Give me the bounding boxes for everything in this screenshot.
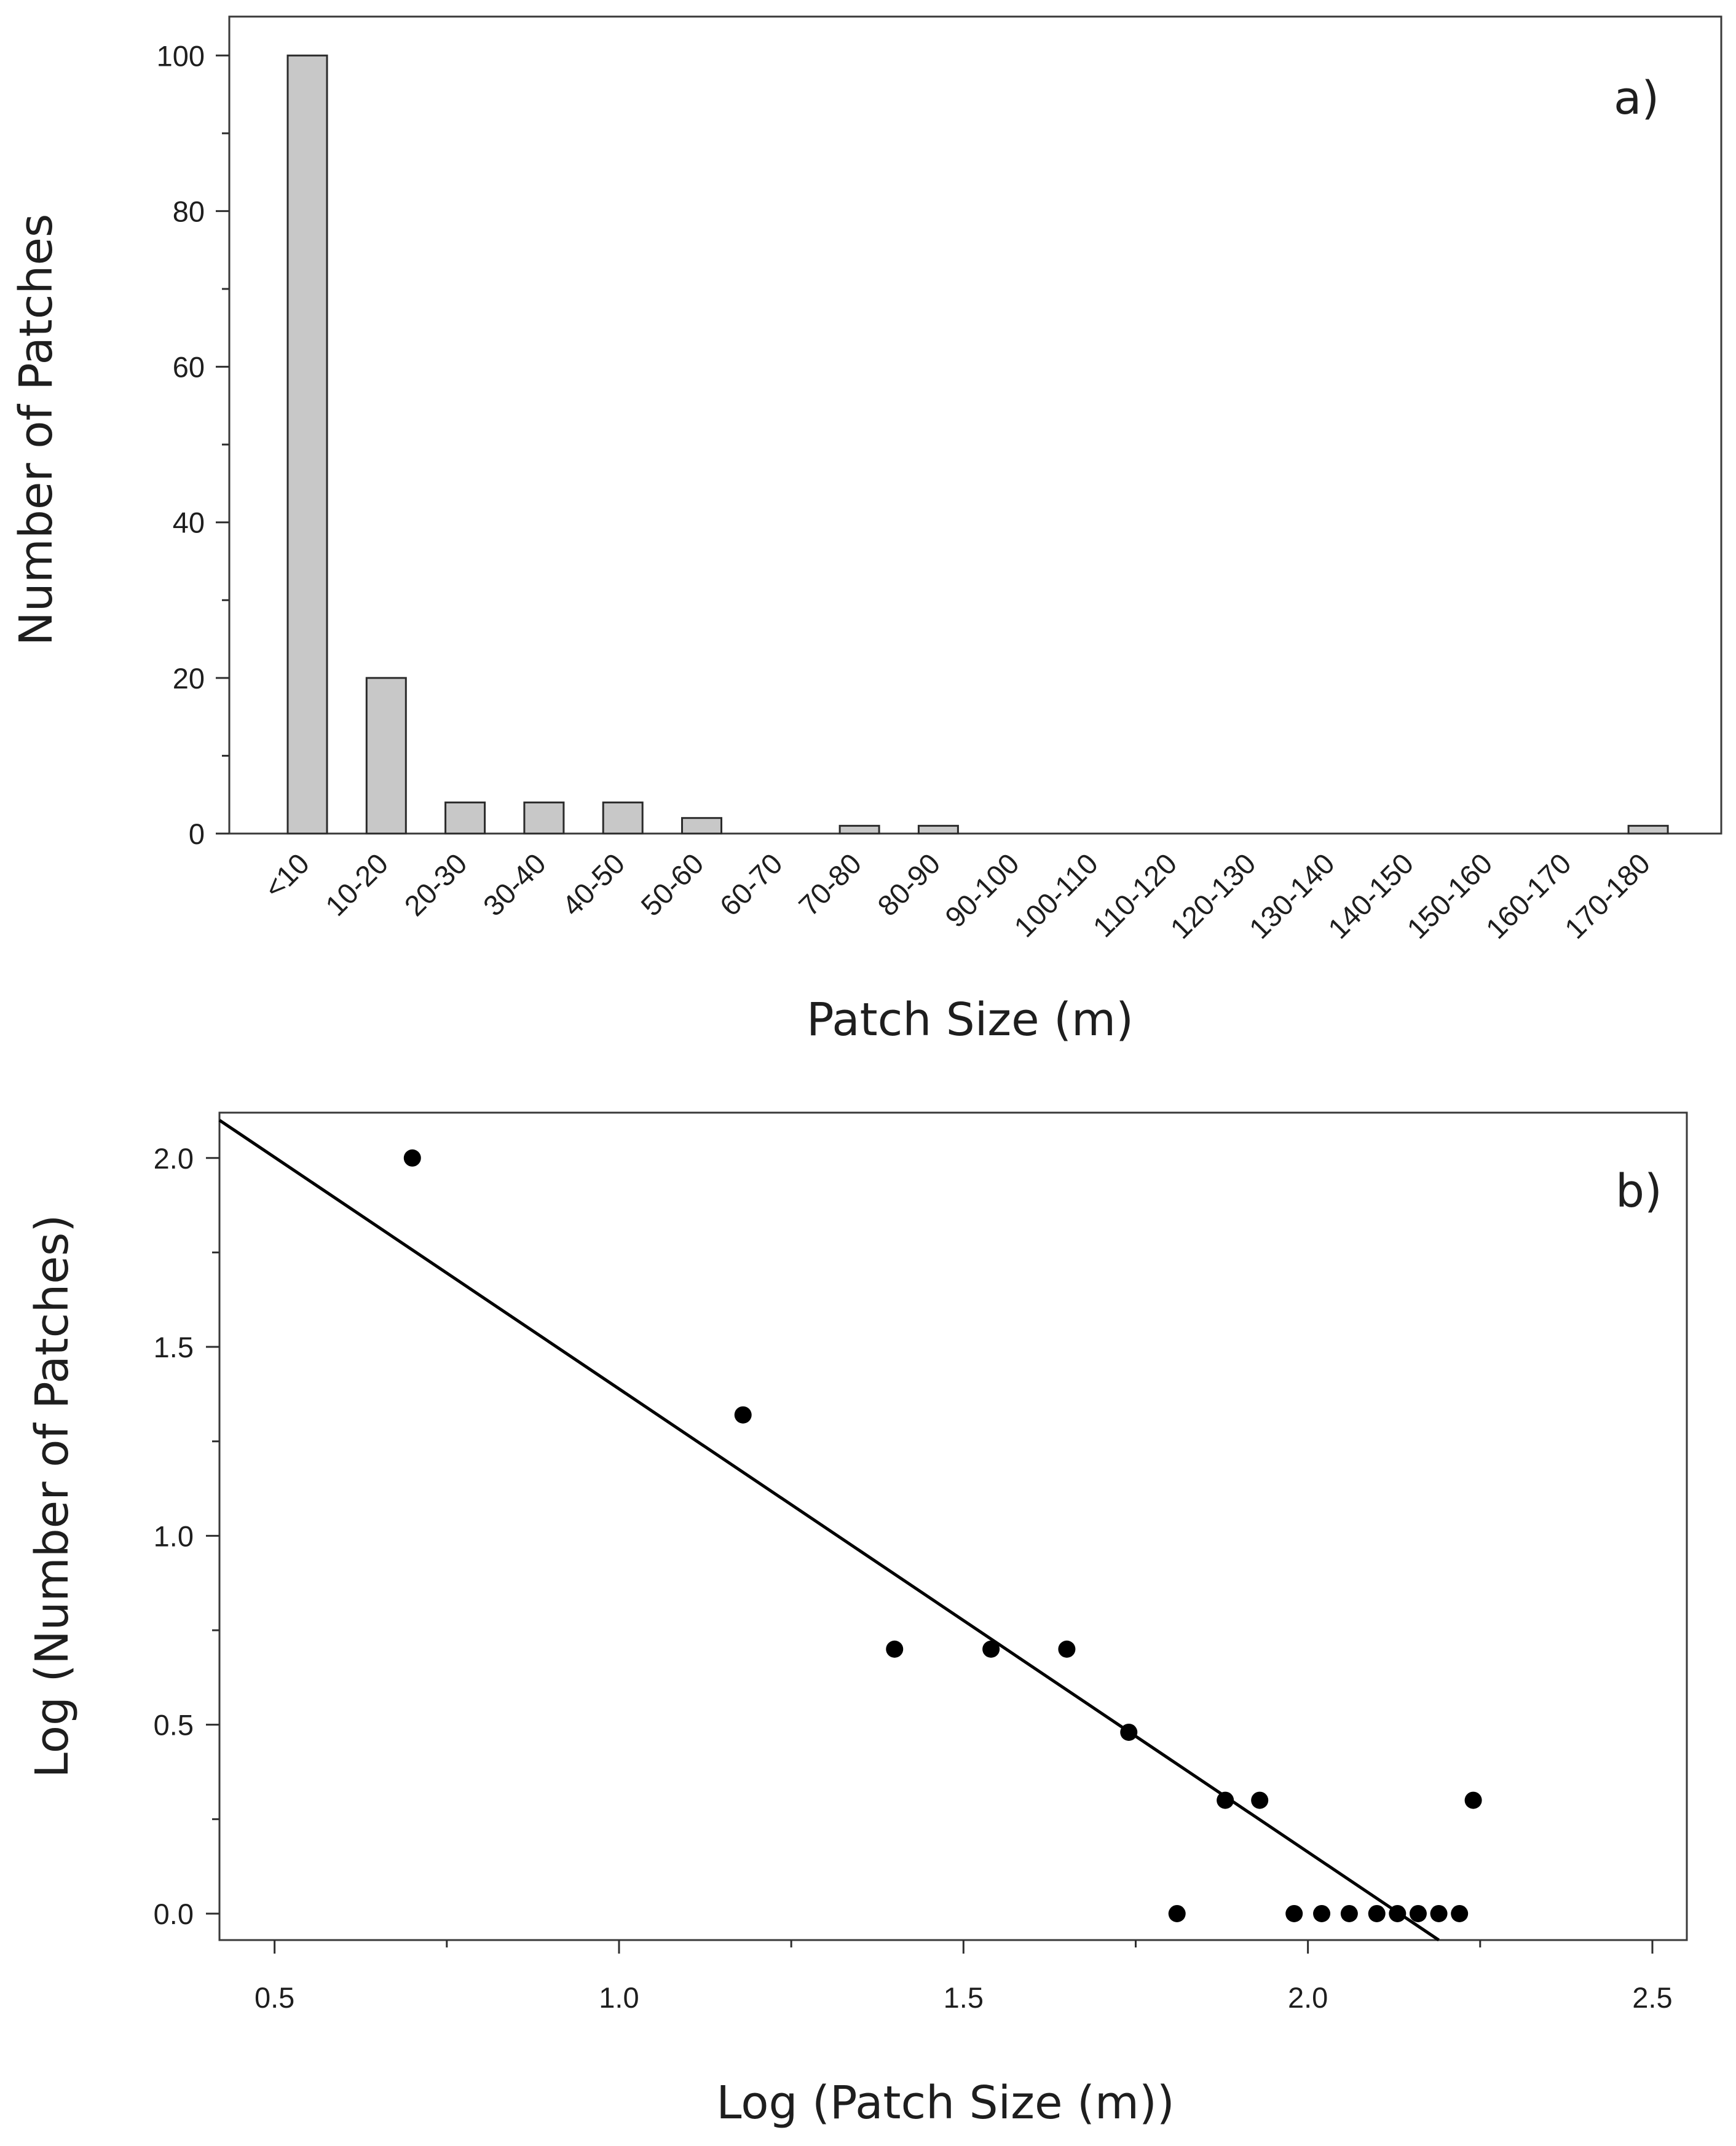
- bar: [444, 801, 486, 835]
- scatter-point: [1389, 1904, 1407, 1922]
- panel-a-x-tick-label: 130-140: [1243, 847, 1341, 945]
- panel-a-x-tick-label: 70-80: [792, 847, 867, 922]
- panel-a-y-tick-label: 40: [173, 507, 205, 539]
- panel-a-x-tick-label: 10-20: [319, 847, 394, 922]
- panel-a-bars: [286, 54, 1669, 835]
- panel-a-x-tick-label: 40-50: [556, 847, 631, 922]
- bar: [681, 817, 722, 835]
- scatter-point: [1168, 1904, 1186, 1922]
- scatter-point: [1409, 1904, 1427, 1922]
- scatter-point: [1285, 1904, 1303, 1922]
- panel-b-x-tick-label: 1.5: [944, 1981, 984, 2014]
- scatter-point: [886, 1640, 904, 1658]
- panel-a-histogram: 0 20 40 60 80 100 <10 10-20 20-30 30-40 40-50 50-6…: [10, 15, 1722, 1046]
- panel-a-x-tick-label: <10: [258, 847, 315, 905]
- panel-b-loglog-scatter: 0.0 0.5 1.0 1.5 2.0 0.5 1.0 1.5 2.0 2.5 b) Log (…: [26, 1111, 1688, 2129]
- panel-a-y-tick-label: 100: [157, 39, 205, 72]
- panel-a-y-tick-label: 20: [173, 662, 205, 695]
- panel-b-y-tick-label: 0.0: [154, 1898, 194, 1930]
- panel-b-fit-layer: [218, 1119, 1440, 1942]
- panel-b-label: b): [1616, 1165, 1662, 1218]
- panel-a-x-tick-label: 20-30: [398, 847, 473, 922]
- panel-b-x-tick-label: 2.5: [1632, 1981, 1672, 2014]
- panel-b-x-tick-label: 2.0: [1288, 1981, 1328, 2014]
- scatter-point: [1313, 1904, 1331, 1922]
- panel-a-x-tick-label: 140-150: [1322, 847, 1419, 945]
- panel-a-x-tick-label: 60-70: [713, 847, 788, 922]
- panel-a-x-tick-label: 160-170: [1479, 847, 1577, 945]
- scatter-point: [1368, 1904, 1386, 1922]
- panel-a-x-tick-label: 150-160: [1400, 847, 1498, 945]
- scatter-point: [734, 1406, 752, 1424]
- panel-b-points: [403, 1149, 1482, 1922]
- scatter-point: [1340, 1904, 1358, 1922]
- bar: [917, 824, 959, 835]
- panel-a-y-tick-label: 60: [173, 351, 205, 384]
- panel-a-x-tick-label: 50-60: [634, 847, 709, 922]
- fit-line: [218, 1119, 1440, 1942]
- panel-b-y-axis-title: Log (Number of Patches): [26, 1215, 79, 1778]
- bar: [1627, 824, 1669, 835]
- scatter-point: [1058, 1640, 1076, 1658]
- scatter-point: [1464, 1791, 1482, 1809]
- panel-b-x-tick-label: 0.5: [254, 1981, 294, 2014]
- scatter-point: [403, 1149, 421, 1167]
- panel-a-y-axis-title: Number of Patches: [10, 214, 63, 646]
- panel-b-plot-frame: [218, 1111, 1688, 1941]
- scatter-point: [1217, 1791, 1234, 1809]
- panel-a-y-tick-label: 80: [173, 195, 205, 227]
- scatter-point: [1430, 1904, 1448, 1922]
- bar: [523, 801, 565, 835]
- panel-b-y-tick-label: 0.5: [154, 1709, 194, 1742]
- bar: [365, 677, 407, 835]
- panel-a-x-tick-label: 30-40: [476, 847, 551, 922]
- scatter-point: [1251, 1791, 1269, 1809]
- panel-a-x-tick-label: 100-110: [1008, 847, 1104, 944]
- panel-a-y-axis: 0 20 40 60 80 100: [157, 39, 229, 850]
- bar: [838, 824, 880, 835]
- scatter-point: [982, 1640, 1000, 1658]
- panel-b-y-tick-label: 1.0: [154, 1520, 194, 1552]
- panel-a-x-tick-label: 110-120: [1086, 847, 1183, 944]
- scatter-point: [1451, 1904, 1469, 1922]
- bar: [286, 54, 328, 835]
- panel-a-x-tick-label: 120-130: [1164, 847, 1261, 945]
- panel-b-y-tick-label: 2.0: [154, 1142, 194, 1175]
- panel-a-x-tick-label: 170-180: [1558, 847, 1656, 945]
- panel-b-y-tick-label: 1.5: [154, 1331, 194, 1363]
- panel-a-label: a): [1614, 72, 1659, 125]
- panel-a-x-tick-label: 80-90: [871, 847, 946, 922]
- bar: [602, 801, 644, 835]
- scatter-point: [1120, 1723, 1138, 1741]
- panel-a-y-tick-label: 0: [189, 818, 205, 850]
- panel-a-x-axis-title: Patch Size (m): [807, 993, 1134, 1046]
- panel-b-x-axis: 0.5 1.0 1.5 2.0 2.5: [254, 1940, 1673, 2014]
- panel-b-x-axis-title: Log (Patch Size (m)): [716, 2077, 1174, 2129]
- panel-b-x-tick-label: 1.0: [599, 1981, 639, 2014]
- panel-a-plot-frame: [228, 15, 1722, 835]
- panel-a-x-axis: <10 10-20 20-30 30-40 40-50 50-60 60-70 70-80 80…: [258, 847, 1656, 945]
- panel-b-y-axis: 0.0 0.5 1.0 1.5 2.0: [154, 1142, 219, 1930]
